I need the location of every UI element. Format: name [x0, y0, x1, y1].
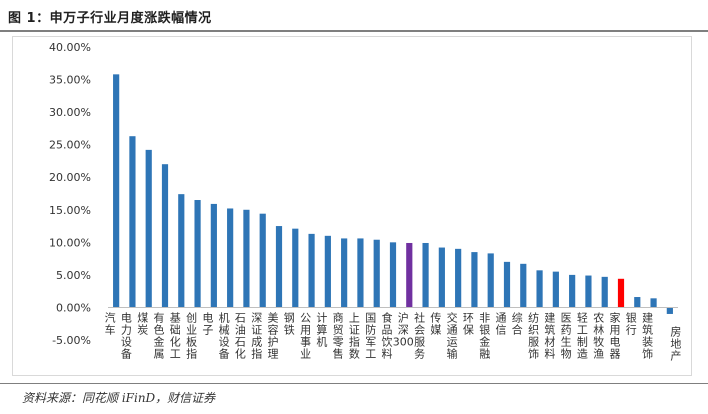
- bar: [422, 242, 429, 308]
- x-tick-label: 农林牧渔: [593, 310, 604, 360]
- bar-chart: -5.00% 0.00% 5.00% 10.00% 15.00% 20.00% 25.00%…: [49, 41, 682, 362]
- bar: [194, 200, 201, 308]
- title-divider: [0, 30, 708, 32]
- x-tick-label: 深证成指: [251, 311, 262, 360]
- x-tick-label: 银行: [626, 310, 637, 336]
- chart-frame: -5.00% 0.00% 5.00% 10.00% 15.00% 20.00% 25.00%…: [12, 36, 692, 376]
- x-tick-label: 社会服务: [414, 310, 425, 360]
- x-tick-label: 沪深 300: [393, 310, 414, 348]
- bar: [178, 194, 185, 308]
- bar: [503, 261, 511, 308]
- bar: [357, 238, 364, 308]
- bar: [210, 203, 217, 308]
- x-tick-label: 基础化工: [170, 311, 181, 360]
- x-tick-label: 电力设备: [121, 311, 132, 360]
- bar: [569, 274, 576, 308]
- bar: [129, 136, 136, 308]
- bar: [601, 276, 608, 308]
- x-tick-label: 纺织服饰: [528, 310, 539, 360]
- x-tick-label: 电子: [202, 311, 213, 336]
- x-tick-label: 医药生物: [561, 311, 572, 360]
- bar: [487, 253, 494, 308]
- x-tick-label: 综合: [512, 310, 523, 336]
- x-tick-label: 环保: [463, 311, 474, 336]
- x-tick-label: 交通运输: [447, 310, 458, 360]
- y-tick-label: -5.00%: [52, 334, 91, 347]
- x-tick-label: 传媒: [430, 311, 441, 336]
- x-axis-labels: 汽车电力设备煤炭有色金属基础化工创业板指电子机械设备石油石化深证成指美容护理钢铁…: [105, 310, 682, 362]
- x-tick-label: 钢铁: [284, 311, 295, 336]
- bar: [161, 164, 169, 308]
- x-tick-label: 煤炭: [137, 311, 148, 336]
- y-tick-label: 5.00%: [56, 269, 91, 282]
- x-tick-label: 商贸零售: [333, 310, 344, 360]
- bar: [275, 226, 283, 308]
- bar: [455, 248, 462, 308]
- bar: [113, 74, 120, 308]
- x-tick-label: 国防军工: [365, 311, 376, 360]
- bar: [617, 278, 625, 308]
- bar: [634, 297, 641, 308]
- y-tick-label: 35.00%: [49, 74, 91, 87]
- bar: [324, 235, 331, 308]
- x-tick-label: 石油石化: [235, 311, 246, 360]
- figure-header: 图 1：申万子行业月度涨跌幅情况: [0, 0, 708, 30]
- y-axis: -5.00% 0.00% 5.00% 10.00% 15.00% 20.00% 25.00%…: [49, 41, 91, 347]
- figure-title: 图 1：申万子行业月度涨跌幅情况: [8, 11, 212, 26]
- bar: [536, 270, 543, 308]
- y-tick-label: 25.00%: [49, 139, 91, 152]
- y-tick-label: 0.00%: [56, 301, 91, 314]
- bar: [471, 252, 478, 308]
- y-tick-label: 40.00%: [49, 41, 91, 54]
- bar: [373, 239, 380, 308]
- bar: [227, 208, 234, 308]
- x-tick-label: 轻工制造: [577, 310, 588, 360]
- bar: [520, 263, 527, 308]
- x-tick-label: 非银金融: [479, 311, 490, 360]
- y-tick-label: 15.00%: [49, 204, 91, 217]
- bar: [650, 298, 657, 308]
- x-tick-label: 美容护理: [268, 311, 279, 360]
- bar: [438, 247, 445, 308]
- x-tick-label: 家用电器: [610, 310, 621, 360]
- bar: [389, 242, 397, 308]
- bar: [552, 271, 559, 308]
- bar: [341, 238, 348, 308]
- bar: [145, 149, 152, 308]
- bar: [585, 275, 592, 308]
- bars: [113, 74, 673, 314]
- bar: [259, 213, 266, 308]
- y-tick-label: 10.00%: [49, 236, 91, 249]
- bar: [243, 209, 250, 308]
- x-tick-label: 上证指数: [349, 311, 360, 360]
- y-tick-label: 20.00%: [49, 171, 91, 184]
- x-tick-label: 建筑装饰: [642, 310, 653, 360]
- x-tick-label: 汽车: [105, 310, 116, 336]
- x-tick-label: 房地产: [670, 325, 681, 362]
- y-tick-label: 30.00%: [49, 106, 91, 119]
- bar: [292, 228, 299, 308]
- x-tick-label: 计算机: [316, 311, 327, 348]
- x-tick-label: 机械设备: [219, 310, 230, 360]
- x-tick-label: 通信: [496, 311, 507, 336]
- x-tick-label: 食品饮料: [382, 310, 393, 360]
- source-note: 资料来源：同花顺 iFinD，财信证券: [22, 391, 216, 405]
- x-tick-label: 创业板指: [186, 311, 197, 360]
- bar: [308, 233, 315, 308]
- x-tick-label: 有色金属: [154, 310, 165, 360]
- source-divider: [0, 383, 708, 384]
- x-tick-label: 公用事业: [300, 311, 311, 360]
- x-tick-label: 建筑材料: [544, 310, 555, 360]
- bar: [406, 242, 413, 308]
- bar: [666, 307, 673, 314]
